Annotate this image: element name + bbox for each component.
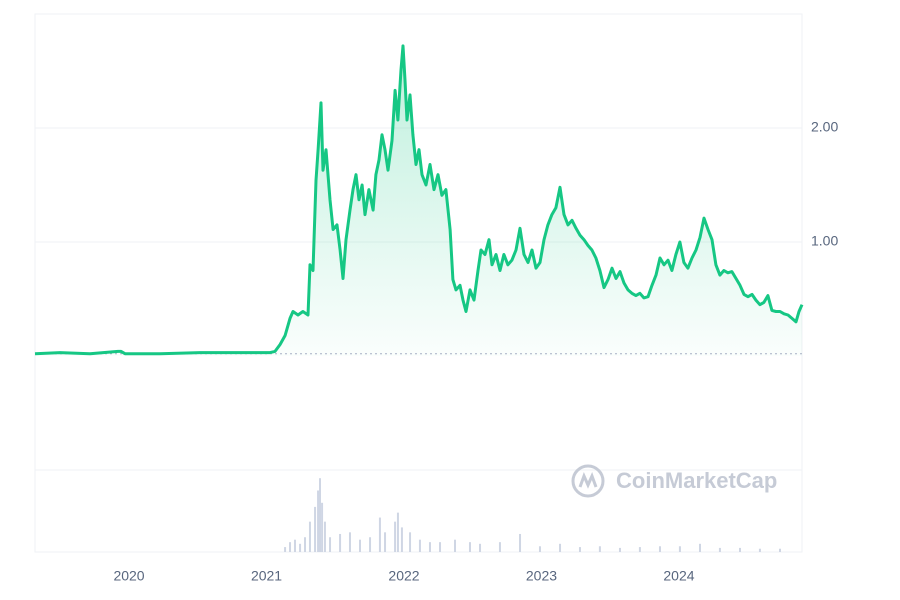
- volume-bar: [779, 548, 782, 552]
- volume-bar: [454, 539, 457, 552]
- volume-bar: [559, 543, 562, 552]
- volume-bar: [284, 547, 287, 552]
- volume-bar: [428, 542, 431, 552]
- volume-bar: [293, 539, 296, 552]
- volume-bar: [409, 532, 412, 552]
- frame: [34, 13, 803, 553]
- x-tick-label: 2020: [113, 568, 144, 584]
- x-tick-label: 2021: [251, 568, 282, 584]
- volume-bar: [638, 547, 641, 552]
- volume-bar: [538, 546, 541, 552]
- volume-bar: [479, 543, 482, 552]
- y-tick-label: 2.00: [811, 119, 838, 135]
- volume-bar: [418, 539, 421, 552]
- volume-bar: [658, 546, 661, 552]
- volume-bar: [329, 537, 332, 552]
- volume-bar: [289, 542, 292, 552]
- volume-bar: [317, 490, 320, 552]
- x-tick-label: 2024: [663, 568, 694, 584]
- volume-bar: [384, 532, 387, 552]
- volume-bar: [498, 542, 501, 552]
- volume-bar: [299, 543, 302, 552]
- volume-bar: [400, 527, 403, 552]
- volume-bar: [738, 547, 741, 552]
- volume-bar: [359, 539, 362, 552]
- volume-bar: [314, 506, 317, 552]
- volume-bar: [468, 542, 471, 552]
- volume-bar: [318, 478, 321, 552]
- volume-bar: [369, 537, 372, 552]
- volume-bar: [348, 532, 351, 552]
- volume-bar: [698, 543, 701, 552]
- volume-bar: [394, 521, 397, 552]
- volume-bar: [678, 546, 681, 552]
- volume-bar: [519, 533, 522, 552]
- watermark-logo: [571, 464, 605, 498]
- volume-bar: [578, 547, 581, 552]
- price-line: [34, 44, 804, 356]
- volume-bar: [718, 547, 721, 552]
- volume-bar: [758, 548, 761, 552]
- volume-bar: [396, 512, 399, 552]
- volume-bar: [339, 533, 342, 552]
- volume-bar: [323, 521, 326, 552]
- watermark: CoinMarketCap: [616, 468, 777, 493]
- volume-bar: [598, 546, 601, 552]
- volume-bar: [304, 537, 307, 552]
- volume-bar: [439, 542, 442, 552]
- volume-bar: [378, 517, 381, 552]
- x-tick-label: 2022: [388, 568, 419, 584]
- y-tick-label: 1.00: [811, 233, 838, 249]
- volume-bar: [618, 547, 621, 552]
- price-area: [35, 45, 802, 357]
- volume-bar: [321, 502, 324, 552]
- x-tick-label: 2023: [526, 568, 557, 584]
- volume-bar: [308, 521, 311, 552]
